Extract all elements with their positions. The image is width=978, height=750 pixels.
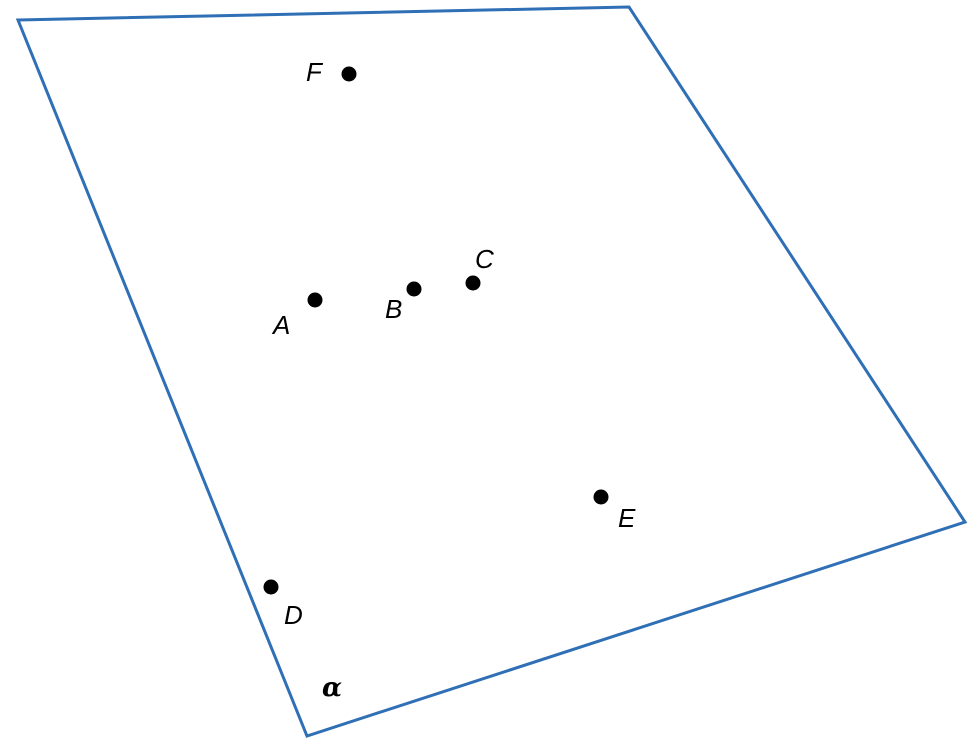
point-a-dot [307, 292, 323, 308]
point-d-dot [263, 579, 279, 595]
point-f-dot [341, 66, 357, 82]
plane-alpha-outline [15, 5, 968, 738]
point-f-label: F [306, 57, 324, 87]
plane-label-alpha: α [322, 673, 342, 703]
point-b-dot [406, 281, 422, 297]
point-e-dot [593, 489, 609, 505]
point-b-label: B [385, 294, 402, 324]
point-c-label: C [475, 244, 494, 274]
point-a-label: A [271, 310, 290, 340]
point-d-label: D [284, 600, 303, 630]
point-c-dot [465, 275, 481, 291]
point-e-label: E [618, 503, 636, 533]
